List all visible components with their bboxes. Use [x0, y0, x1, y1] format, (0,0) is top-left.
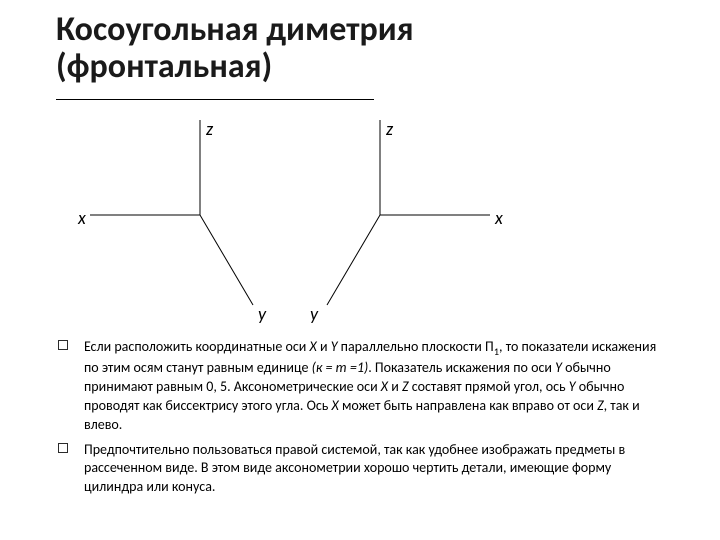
bullet-text: Если расположить координатные оси X и Y … — [84, 338, 656, 433]
slide-title: Косоугольная диметрия (фронтальная) — [56, 12, 414, 85]
bullet-list: Если расположить координатные оси X и Y … — [58, 338, 668, 503]
axis-diagram: z x y z x y — [90, 115, 590, 330]
left-x-label: x — [78, 207, 86, 229]
right-axes-group — [327, 120, 490, 305]
right-x-label: x — [495, 207, 503, 229]
bullet-item: Предпочтительно пользоваться правой сист… — [58, 441, 668, 498]
title-underline — [56, 99, 374, 100]
bullet-item: Если расположить координатные оси X и Y … — [58, 338, 668, 435]
axis-diagram-svg — [90, 115, 590, 330]
title-line-2: (фронтальная) — [56, 49, 414, 86]
bullet-text: Предпочтительно пользоваться правой сист… — [84, 441, 625, 496]
right-z-label: z — [386, 118, 393, 140]
left-z-label: z — [206, 118, 213, 140]
square-bullet-icon — [58, 340, 68, 350]
title-line-1: Косоугольная диметрия — [56, 12, 414, 49]
left-axes-group — [90, 120, 253, 305]
square-bullet-icon — [58, 443, 68, 453]
right-y-label: y — [310, 303, 318, 325]
left-y-label: y — [258, 303, 266, 325]
slide: Косоугольная диметрия (фронтальная) z x … — [0, 0, 720, 540]
